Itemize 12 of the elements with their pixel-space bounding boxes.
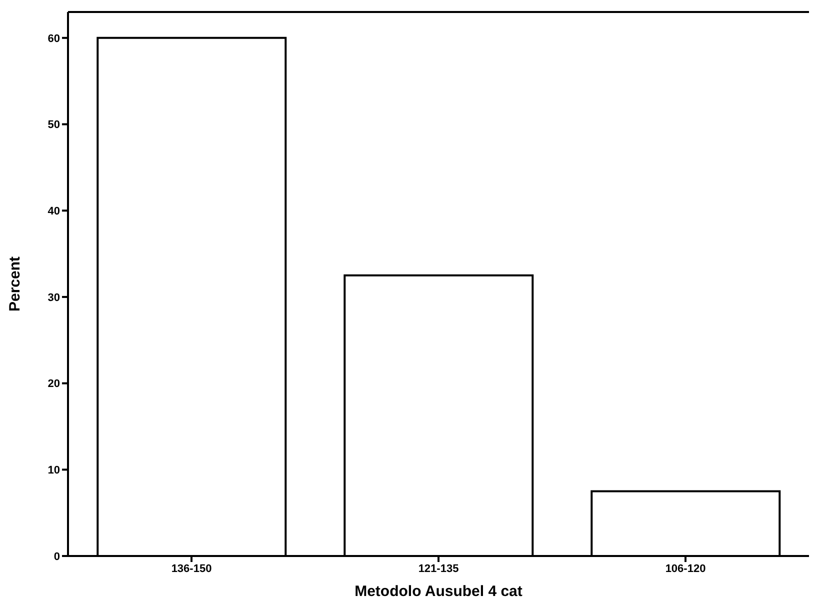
x-tick-label: 121-135 [418,562,459,575]
y-tick-label: 10 [48,464,60,477]
y-axis-title: Percent [6,256,24,312]
y-tick-label: 60 [48,32,60,45]
y-tick-label: 30 [48,292,60,304]
y-tick-label: 50 [48,119,60,132]
x-tick-label: 136-150 [171,562,212,575]
x-axis-title: Metodolo Ausubel 4 cat [354,583,522,600]
y-tick-label: 20 [48,378,60,390]
x-tick-label: 106-120 [665,562,706,575]
y-tick-label: 0 [54,550,60,563]
y-tick-label: 40 [48,206,60,218]
